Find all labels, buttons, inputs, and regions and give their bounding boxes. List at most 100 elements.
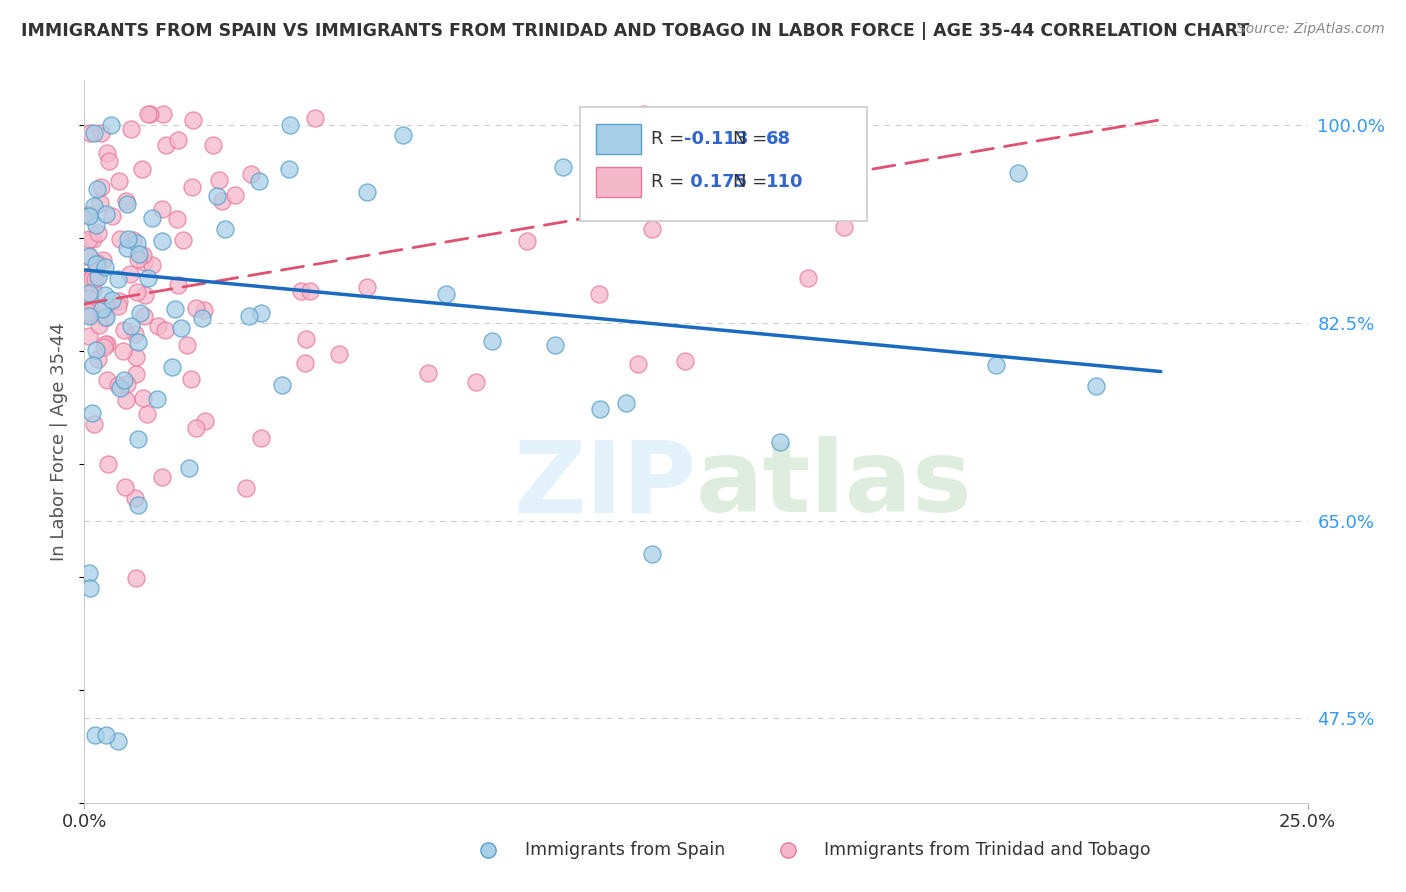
Point [166,212,188,227]
Point [356,186,378,200]
Point [627,357,650,371]
Point [160,359,183,374]
Point [112,323,135,337]
Point [127,252,149,266]
Point [145,392,167,407]
Point [633,107,655,121]
Point [141,211,163,226]
Point [247,174,270,188]
Point [148,318,170,333]
Point [150,202,173,216]
Point [832,219,855,234]
Point [96,373,118,387]
Point [84,271,107,285]
Point [125,285,148,299]
Point [77,310,100,324]
Point [93,287,115,301]
Point [115,194,138,208]
Point [107,294,129,309]
Point [278,119,301,133]
Point [84,218,107,232]
Point [132,255,155,269]
Text: R =: R = [651,173,690,191]
Point [167,278,190,293]
Point [136,407,159,421]
Point [120,122,142,136]
Point [211,194,233,209]
Point [96,337,118,351]
Point [294,333,316,347]
Point [136,271,159,285]
Point [128,247,150,261]
Point [87,269,110,284]
Point [117,242,139,256]
Point [163,301,186,316]
Point [1007,166,1029,180]
Point [516,234,538,248]
Point [328,347,350,361]
Text: 0.175: 0.175 [683,173,747,191]
Point [107,299,129,313]
Point [1084,378,1107,392]
Point [696,146,718,161]
Point [94,310,117,325]
Point [124,491,146,505]
Point [166,133,188,147]
Point [97,457,120,471]
Point [107,378,129,392]
Point [83,199,105,213]
Point [125,235,148,250]
Point [125,571,148,585]
Point [90,180,112,194]
Point [290,285,312,299]
Point [208,172,231,186]
Point [641,548,664,562]
Point [150,234,173,248]
Point [77,305,100,319]
Point [93,260,115,275]
Point [108,381,131,395]
Point [155,323,177,337]
Text: N =: N = [733,130,773,148]
Point [588,286,610,301]
Point [89,318,111,333]
Point [83,417,105,431]
Point [134,288,156,302]
Point [673,354,696,368]
Point [96,298,118,312]
Point [86,256,108,270]
Point [214,222,236,236]
FancyBboxPatch shape [579,107,868,221]
Point [77,209,100,223]
Point [82,359,104,373]
Text: R =: R = [651,130,690,148]
Point [150,470,173,484]
Point [769,434,792,449]
Point [181,113,204,128]
Point [79,208,101,222]
Point [118,268,141,282]
Point [91,252,114,267]
Point [250,306,273,320]
Point [114,393,136,408]
Point [986,358,1008,372]
Y-axis label: In Labor Force | Age 35-44: In Labor Force | Age 35-44 [51,322,69,561]
Point [193,302,215,317]
Point [114,480,136,494]
Point [465,376,488,390]
Point [235,481,257,495]
Point [766,187,789,202]
Text: -0.113: -0.113 [683,130,748,148]
Text: 68: 68 [766,130,790,148]
Point [79,126,101,140]
Point [186,420,208,434]
Point [120,318,142,333]
Point [93,337,115,351]
Point [80,405,103,419]
FancyBboxPatch shape [596,124,641,154]
Point [87,226,110,240]
Point [127,433,149,447]
Point [641,222,664,236]
Point [90,126,112,140]
Point [94,728,117,742]
